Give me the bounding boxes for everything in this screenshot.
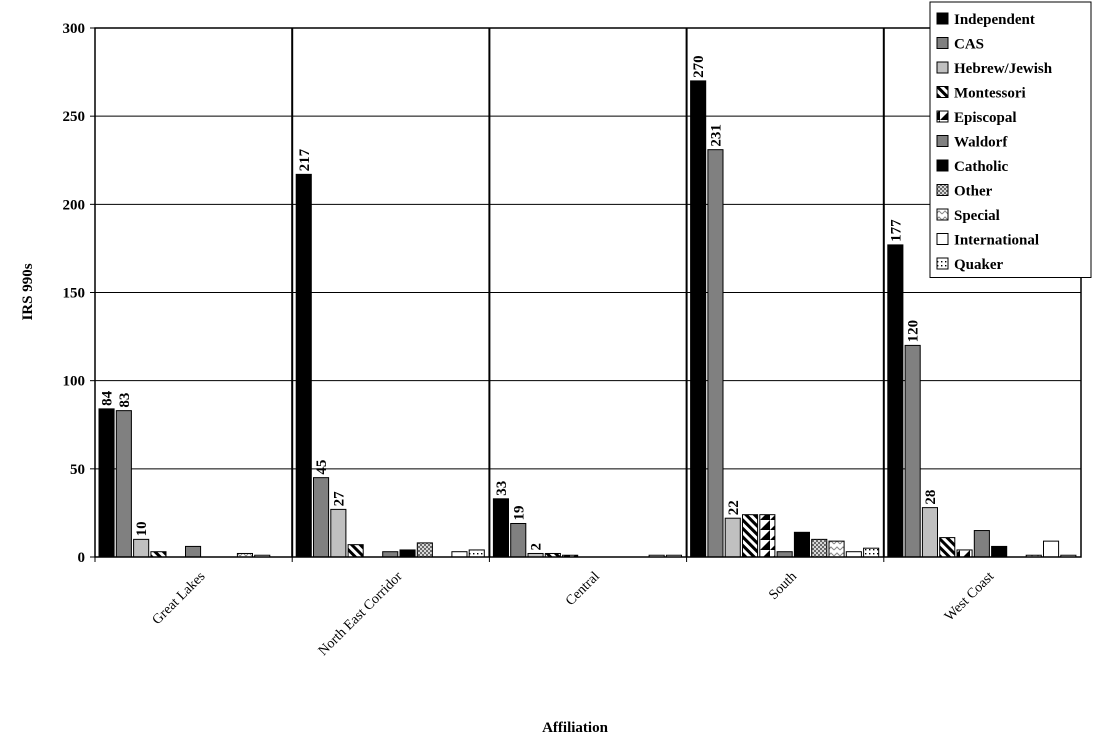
x-category-label: Great Lakes xyxy=(150,569,209,628)
bar-quaker xyxy=(863,547,880,558)
bar-cas xyxy=(115,410,132,558)
data-label: 217 xyxy=(297,148,313,171)
data-label: 231 xyxy=(708,124,724,147)
bar-catholic xyxy=(793,531,811,558)
legend-label: Episcopal xyxy=(954,110,1017,126)
y-tick-label: 250 xyxy=(63,109,86,125)
x-category-label: South xyxy=(766,569,800,603)
legend-label: Other xyxy=(954,184,993,200)
data-label: 177 xyxy=(888,219,904,242)
y-tick-label: 300 xyxy=(63,21,86,37)
legend-swatch xyxy=(936,110,949,123)
bar-international xyxy=(845,551,862,558)
y-tick-label: 150 xyxy=(63,286,86,302)
bar-waldorf xyxy=(382,551,399,558)
bar-cas xyxy=(313,477,330,558)
y-tick-label: 100 xyxy=(63,374,86,390)
bar-catholic xyxy=(991,545,1008,558)
x-category-label: West Coast xyxy=(942,569,997,624)
bar-international xyxy=(1043,540,1060,558)
legend-label: Montessori xyxy=(954,86,1026,102)
legend-swatch xyxy=(936,159,949,172)
bar-independent xyxy=(887,244,904,558)
x-category-label: North East Corridor xyxy=(316,569,406,659)
bar-montessori xyxy=(939,537,956,558)
bar-episcopal xyxy=(956,549,973,558)
legend-swatch xyxy=(936,184,949,196)
y-tick-label: 200 xyxy=(63,197,86,213)
bar-special xyxy=(828,540,845,558)
data-label: 27 xyxy=(331,491,347,507)
data-label: 22 xyxy=(726,500,742,515)
legend: Independent CAS Hebrew/Jewish Montessori Epi… xyxy=(929,1,1092,278)
bar-montessori xyxy=(347,544,364,558)
legend-label: International xyxy=(954,233,1039,249)
bar-other xyxy=(811,538,828,558)
x-axis-categories: Great Lakes North East Corridor Central Sou… xyxy=(94,557,997,659)
x-axis-title: Affiliation xyxy=(542,720,608,736)
legend-swatch xyxy=(936,12,949,25)
y-tick-label: 0 xyxy=(78,550,86,566)
data-label: 19 xyxy=(511,505,527,520)
bar-montessori xyxy=(742,514,759,558)
bar-cas xyxy=(904,344,921,558)
bar-hebrew-jewish xyxy=(724,517,741,558)
data-label: 2 xyxy=(529,543,545,551)
bar-independent xyxy=(295,173,312,558)
legend-swatch xyxy=(936,208,949,221)
legend-label: Special xyxy=(954,208,1000,224)
bar-hebrew-jewish xyxy=(921,507,939,558)
data-label: 10 xyxy=(134,521,150,536)
legend-swatch xyxy=(936,61,949,74)
bar-quaker xyxy=(468,549,485,558)
legend-box xyxy=(929,1,1092,278)
data-label: 45 xyxy=(314,460,330,475)
bar-independent xyxy=(98,408,115,558)
bar-hebrew-jewish xyxy=(330,508,347,558)
data-label: 33 xyxy=(494,481,510,496)
bar-waldorf xyxy=(776,551,793,558)
bar-cas xyxy=(707,149,724,558)
bar-independent xyxy=(690,80,707,558)
legend-label: Waldorf xyxy=(954,135,1008,151)
x-category-label: Central xyxy=(563,569,603,609)
legend-swatch xyxy=(936,135,949,147)
bar-cas xyxy=(510,522,527,558)
legend-swatch xyxy=(936,86,949,98)
legend-label: CAS xyxy=(954,37,984,53)
bar-episcopal xyxy=(759,514,776,558)
bars xyxy=(98,80,1077,558)
bar-catholic xyxy=(399,549,416,558)
bar-other xyxy=(416,542,433,558)
legend-label: Independent xyxy=(954,12,1035,28)
bar-montessori xyxy=(150,551,167,558)
data-label: 120 xyxy=(906,320,922,343)
data-label: 83 xyxy=(117,393,133,408)
legend-label: Quaker xyxy=(954,257,1004,273)
y-tick-label: 50 xyxy=(70,462,85,478)
legend-label: Catholic xyxy=(954,159,1009,175)
data-label: 28 xyxy=(923,490,939,505)
bar-independent xyxy=(492,498,509,558)
y-axis-ticks: 0 50 100 150 200 250 300 xyxy=(63,21,95,566)
bar-international xyxy=(451,551,468,558)
legend-label: Hebrew/Jewish xyxy=(954,61,1053,77)
legend-swatch xyxy=(936,257,949,270)
legend-swatch xyxy=(936,233,949,245)
bar-hebrew-jewish xyxy=(133,538,150,558)
bar-waldorf xyxy=(185,545,202,558)
data-label: 270 xyxy=(691,55,707,78)
bar-waldorf xyxy=(973,530,990,558)
y-axis-title: IRS 990s xyxy=(20,263,36,320)
data-label: 84 xyxy=(100,390,116,406)
legend-swatch xyxy=(936,37,949,49)
